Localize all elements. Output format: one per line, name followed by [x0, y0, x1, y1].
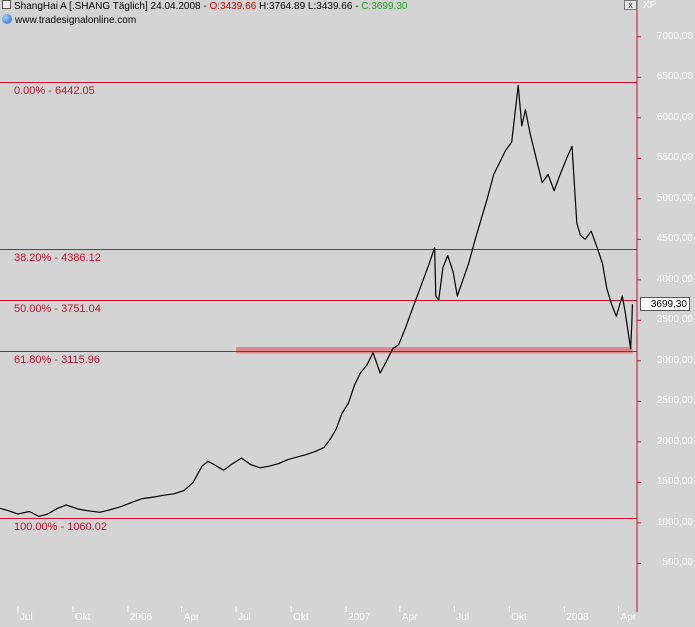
- header-open: O:3439.66: [209, 1, 257, 12]
- axis-unit-label: XP: [643, 0, 657, 11]
- chart-background: [0, 0, 637, 627]
- globe-icon: [2, 14, 12, 24]
- y-tick-label: 5500,00: [656, 152, 693, 164]
- y-tick-label: 7000,00: [656, 30, 693, 42]
- x-tick-label: Jul: [238, 612, 251, 623]
- fib-level-label: 61.80% - 3115.96: [14, 353, 101, 366]
- x-tick-label: 2007: [348, 612, 371, 623]
- y-tick-label: 2500,00: [656, 395, 693, 407]
- current-price-label: 3699,30: [640, 297, 690, 311]
- website-text: www.tradesignalonline.com: [15, 15, 137, 26]
- y-tick-label: 3000,00: [656, 354, 693, 366]
- y-tick-label: 4000,00: [656, 273, 693, 285]
- y-tick-label: 500,00: [662, 557, 693, 569]
- x-tick-label: Okt: [74, 612, 91, 623]
- header-name: ShangHai A [.SHANG Täglich] 24.04.2008 -: [14, 1, 210, 12]
- y-tick-label: 5000,00: [656, 192, 693, 204]
- fib-level-label: 38.20% - 4386.12: [14, 251, 101, 264]
- y-tick-label: 6000,00: [656, 111, 693, 123]
- x-tick-label: Jul: [456, 612, 470, 623]
- fib-level-label: 0.00% - 6442.05: [14, 84, 95, 97]
- x-tick-label: Jul: [19, 612, 33, 623]
- chart-header: ShangHai A [.SHANG Täglich] 24.04.2008 -…: [2, 0, 407, 12]
- x-tick-label: Apr: [183, 612, 200, 623]
- x-tick-label: Okt: [293, 612, 309, 623]
- x-tick-label: Apr: [620, 612, 637, 623]
- website-label: www.tradesignalonline.com: [2, 14, 136, 26]
- y-tick-label: 2000,00: [656, 435, 693, 447]
- x-tick-label: Okt: [511, 612, 527, 623]
- y-tick-label: 1000,00: [656, 516, 693, 528]
- x-tick-label: Apr: [401, 612, 418, 623]
- support-zone-band: [236, 347, 633, 354]
- fib-level-label: 50.00% - 3751.04: [14, 302, 101, 315]
- x-tick-label: 2008: [566, 612, 589, 623]
- chart-type-icon: [2, 0, 11, 9]
- x-tick-label: 2006: [129, 612, 153, 623]
- fib-level-label: 100.00% - 1060.02: [14, 520, 107, 533]
- y-tick-label: 4500,00: [656, 233, 693, 245]
- header-close: C:3699.30: [361, 1, 408, 12]
- y-tick-label: 3500,00: [656, 314, 693, 326]
- y-tick-label: 1500,00: [656, 476, 693, 488]
- y-tick-label: 6500,00: [656, 71, 693, 83]
- header-hlc: H:3764.89 L:3439.66 -: [256, 1, 362, 12]
- close-button[interactable]: x: [624, 0, 637, 10]
- price-series-line: [0, 84, 633, 517]
